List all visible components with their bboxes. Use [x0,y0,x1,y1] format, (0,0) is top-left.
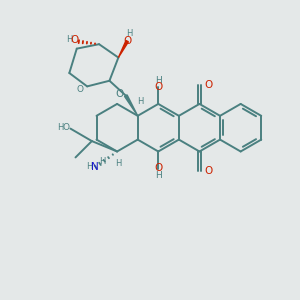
Text: O: O [154,82,162,92]
Text: N: N [91,162,98,172]
Polygon shape [118,40,128,58]
Text: O: O [115,89,123,99]
Text: O: O [154,163,162,173]
Text: O: O [71,35,79,45]
Text: H: H [155,76,162,85]
Text: O: O [205,80,213,90]
Text: H: H [86,162,92,171]
Text: O: O [205,166,213,176]
Text: H: H [57,123,63,132]
Text: H: H [155,171,162,180]
Text: H: H [116,160,122,169]
Text: H: H [66,35,73,44]
Text: O: O [76,85,83,94]
Text: H: H [137,97,144,106]
Text: O: O [62,123,70,132]
Text: O: O [123,35,131,46]
Text: H: H [99,157,105,166]
Text: H: H [126,29,133,38]
Polygon shape [124,95,138,116]
